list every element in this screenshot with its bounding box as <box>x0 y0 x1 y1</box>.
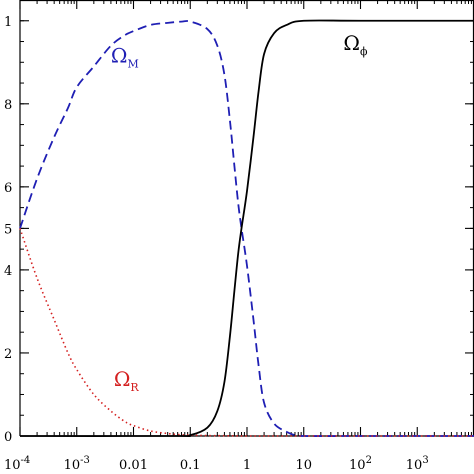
x-tick-label: 1 <box>243 458 251 473</box>
minor-ticks <box>20 0 474 437</box>
y-tick-label: 1 <box>4 15 12 30</box>
y-tick-label: 6 <box>4 181 12 196</box>
x-tick-label: 10-4 <box>4 455 30 473</box>
y-tick-label: 4 <box>4 264 12 279</box>
x-tick-label: 0.1 <box>180 458 201 473</box>
series-label-1: ΩR <box>114 367 140 394</box>
series-line-1 <box>19 228 474 437</box>
x-tick-label: 10 <box>295 458 312 473</box>
y-tick-label: 5 <box>4 222 12 237</box>
y-tick-label: 2 <box>4 347 12 362</box>
series-line-2 <box>19 19 474 437</box>
series-label-2: Ωϕ <box>343 31 368 58</box>
x-tick-label: 0.01 <box>119 458 148 473</box>
plot-frame <box>19 0 474 437</box>
y-tick-label: 8 <box>4 98 12 113</box>
x-tick-label: 10-3 <box>64 455 90 473</box>
series-group <box>19 19 474 437</box>
x-tick-label: 102 <box>349 455 372 473</box>
y-axis: 0 2 4 5 6 8 1 <box>4 15 474 445</box>
x-axis: 10-4 10-3 0.01 0.1 1 10 102 103 <box>4 0 429 473</box>
series-line-0 <box>19 20 474 437</box>
series-labels: ΩM ΩR Ωϕ <box>111 31 368 394</box>
x-tick-label: 103 <box>406 455 429 473</box>
series-label-0: ΩM <box>111 43 139 70</box>
y-tick-label: 0 <box>4 430 12 445</box>
